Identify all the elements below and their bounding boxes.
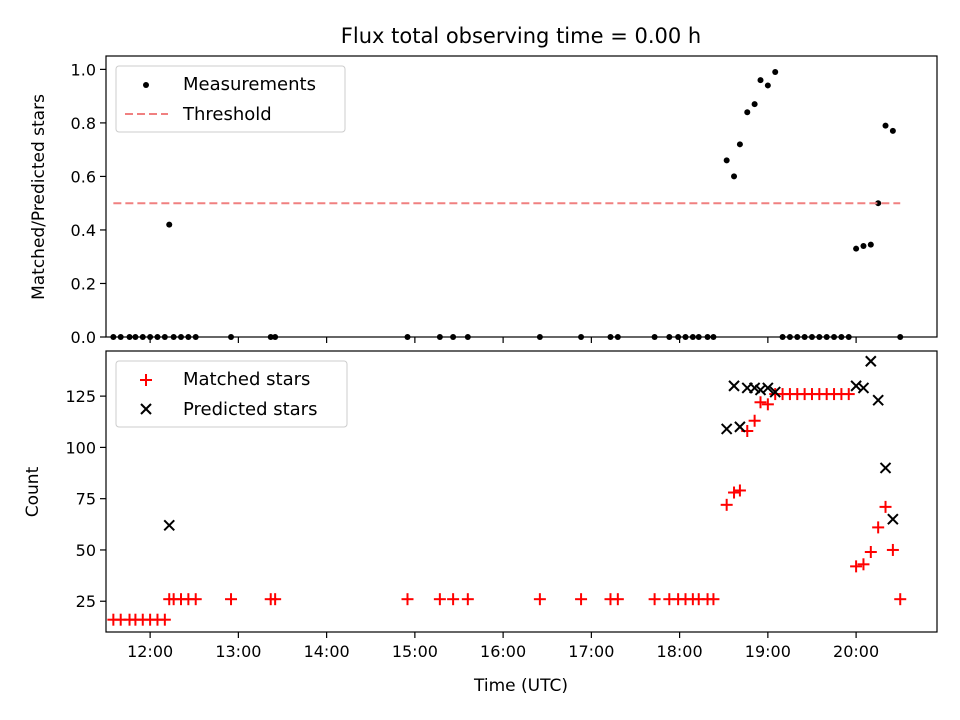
bottom-x-axis-label: Time (UTC) [473, 676, 568, 696]
matched-stars-point [461, 593, 474, 606]
matched-stars-point [433, 593, 446, 606]
bottom-legend-box [115, 360, 348, 428]
legend-matched-stars-marker [140, 374, 152, 386]
matched-stars-point [707, 593, 720, 606]
measurement-point [751, 101, 758, 108]
measurement-point [875, 200, 882, 207]
matched-stars-point [864, 546, 877, 559]
y-tick-label: 0.4 [71, 221, 96, 240]
matched-stars-point [575, 593, 588, 606]
matched-stars-point [189, 593, 202, 606]
bottom-panel: 25 50 75 100 125 12:00 13:00 14:00 15:00 16:00 17… [23, 350, 938, 696]
y-tick-label: 0.0 [71, 328, 96, 347]
y-tick-label: 0.2 [71, 274, 96, 293]
chart-title: Flux total observing time = 0.00 h [341, 24, 701, 48]
top-x-ticks [149, 337, 857, 343]
x-tick-label: 18:00 [657, 642, 703, 661]
y-tick-label: 125 [65, 387, 96, 406]
y-tick-label: 1.0 [71, 60, 96, 79]
measurement-point [860, 243, 867, 250]
predicted-stars-point [720, 423, 733, 435]
x-tick-label: 19:00 [745, 642, 791, 661]
matched-stars-point [754, 396, 767, 409]
measurement-point [731, 173, 738, 180]
measurement-point [772, 69, 779, 76]
matched-stars-point [728, 486, 741, 499]
bottom-data-layer [107, 355, 907, 626]
predicted-stars-point [872, 394, 884, 406]
bottom-x-ticks: 12:00 13:00 14:00 15:00 16:00 17:00 18:00 19:00… [127, 632, 879, 661]
measurement-point [867, 241, 874, 248]
y-tick-label: 50 [76, 541, 96, 560]
bottom-y-axis-label: Count [23, 466, 43, 517]
top-panel: 0.0 0.2 0.4 0.6 0.8 1.0 Matched/Predicted sta… [29, 55, 938, 347]
legend-threshold-label: Threshold [182, 104, 272, 125]
top-legend: Measurements Threshold [115, 65, 346, 133]
matched-stars-point [158, 613, 171, 626]
x-tick-label: 14:00 [304, 642, 350, 661]
predicted-stars-point [728, 380, 740, 392]
top-y-axis-label: Matched/Predicted stars [29, 94, 49, 300]
matched-stars-point [872, 521, 885, 534]
y-tick-label: 75 [76, 490, 96, 509]
matched-stars-point [225, 593, 238, 606]
y-tick-label: 0.8 [71, 114, 96, 133]
predicted-stars-point [887, 513, 899, 525]
measurement-point [764, 82, 771, 89]
matched-stars-point [447, 593, 460, 606]
matched-stars-point [850, 560, 863, 573]
matched-stars-point [533, 593, 546, 606]
measurement-point [723, 157, 730, 164]
measurement-point [889, 127, 896, 134]
legend-matched-stars-label: Matched stars [183, 369, 310, 390]
predicted-stars-point [865, 355, 877, 367]
measurement-point [744, 109, 751, 116]
measurement-point [166, 221, 173, 228]
top-axes-frame [105, 55, 938, 338]
matched-stars-point [269, 593, 282, 606]
legend-predicted-stars-label: Predicted stars [183, 399, 317, 420]
measurement-point [853, 245, 860, 252]
x-tick-label: 20:00 [833, 642, 879, 661]
x-tick-label: 15:00 [392, 642, 438, 661]
measurement-point [736, 141, 743, 148]
y-tick-label: 0.6 [71, 167, 96, 186]
matched-stars-point [842, 388, 855, 401]
bottom-y-ticks: 25 50 75 100 125 [65, 387, 106, 611]
measurement-point [757, 77, 764, 84]
matched-stars-point [879, 500, 892, 513]
x-tick-label: 16:00 [480, 642, 526, 661]
legend-predicted-stars-marker [140, 403, 152, 415]
x-tick-label: 13:00 [215, 642, 261, 661]
matched-stars-point [886, 543, 899, 556]
matched-stars-point [748, 414, 761, 427]
y-tick-label: 25 [76, 592, 96, 611]
x-tick-label: 17:00 [568, 642, 614, 661]
predicted-stars-point [879, 462, 892, 474]
predicted-stars-point [769, 386, 781, 398]
legend-measurements-label: Measurements [183, 74, 316, 95]
x-tick-label: 12:00 [127, 642, 173, 661]
matched-stars-point [611, 593, 624, 606]
matched-stars-point [648, 593, 661, 606]
matched-stars-point [401, 593, 414, 606]
top-data-layer [110, 69, 904, 340]
measurement-point [882, 122, 889, 129]
bottom-legend: Matched stars Predicted stars [115, 360, 348, 428]
bottom-axes-frame [105, 350, 938, 633]
matched-stars-point [761, 398, 774, 411]
top-y-ticks: 0.0 0.2 0.4 0.6 0.8 1.0 [71, 60, 106, 347]
predicted-stars-point [163, 519, 175, 532]
top-legend-box [115, 65, 346, 133]
matched-stars-point [857, 558, 870, 571]
matched-stars-point [733, 484, 746, 497]
predicted-stars-point [857, 382, 870, 394]
matched-stars-point [894, 593, 907, 606]
predicted-stars-point [762, 382, 774, 394]
predicted-stars-point [734, 421, 746, 433]
y-tick-label: 100 [65, 438, 96, 457]
matched-stars-point [720, 498, 733, 511]
legend-measurements-marker [143, 82, 149, 88]
